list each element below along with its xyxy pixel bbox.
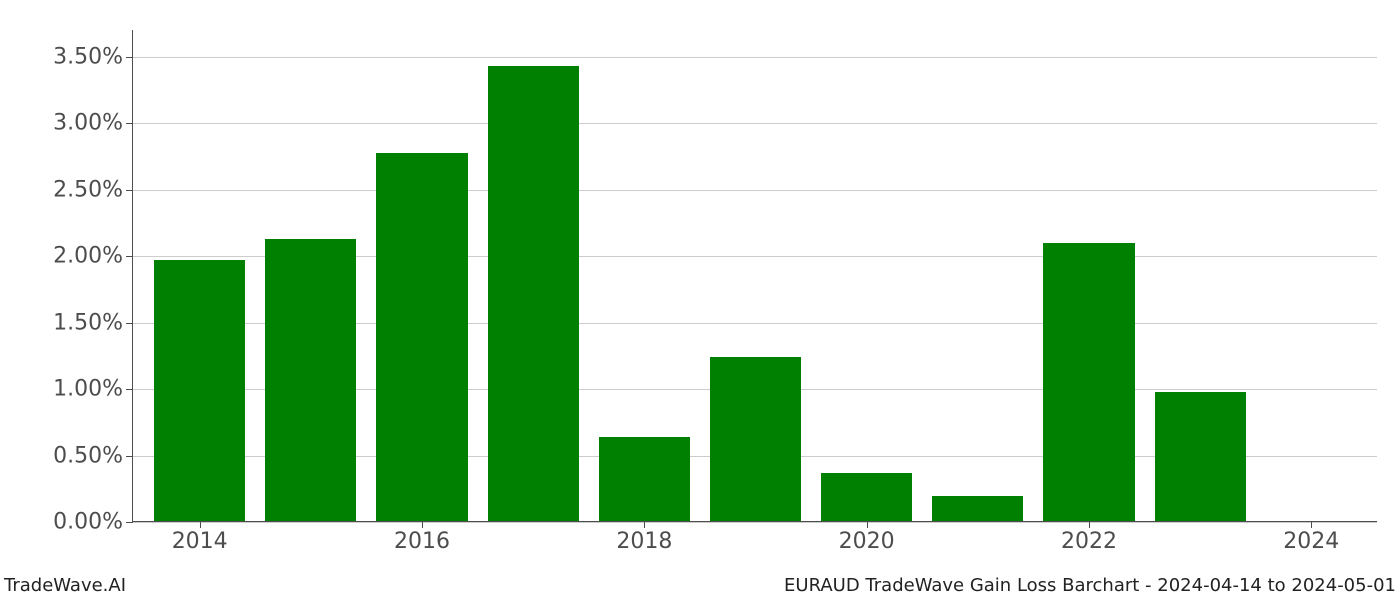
- x-tick-label: 2022: [1061, 521, 1117, 554]
- bar: [154, 260, 245, 521]
- y-gridline: [133, 57, 1377, 58]
- y-tick-label: 1.50%: [53, 310, 133, 335]
- x-tick-label: 2020: [839, 521, 895, 554]
- y-gridline: [133, 522, 1377, 523]
- y-tick-label: 3.00%: [53, 111, 133, 136]
- x-tick-label: 2016: [394, 521, 450, 554]
- x-tick-label: 2018: [616, 521, 672, 554]
- x-tick-label: 2024: [1283, 521, 1339, 554]
- bar: [265, 239, 356, 521]
- y-gridline: [133, 123, 1377, 124]
- footer-left-text: TradeWave.AI: [4, 575, 126, 596]
- y-tick-label: 2.00%: [53, 244, 133, 269]
- y-tick-label: 3.50%: [53, 44, 133, 69]
- bar: [1043, 243, 1134, 521]
- bar: [932, 496, 1023, 521]
- bar: [821, 473, 912, 521]
- bar: [1155, 392, 1246, 521]
- bar: [488, 66, 579, 521]
- y-tick-label: 0.50%: [53, 443, 133, 468]
- bar: [376, 153, 467, 521]
- y-tick-label: 2.50%: [53, 177, 133, 202]
- x-tick-label: 2014: [172, 521, 228, 554]
- footer-right-text: EURAUD TradeWave Gain Loss Barchart - 20…: [784, 575, 1396, 596]
- y-gridline: [133, 190, 1377, 191]
- bar: [710, 357, 801, 521]
- y-tick-label: 0.00%: [53, 510, 133, 535]
- plot-area: 0.00%0.50%1.00%1.50%2.00%2.50%3.00%3.50%…: [132, 30, 1377, 522]
- bar: [599, 437, 690, 521]
- y-tick-label: 1.00%: [53, 377, 133, 402]
- chart-figure: 0.00% 0.50% 1.00% 1.50% 2.00% 2.50% 3.00% 3.50%…: [0, 0, 1400, 600]
